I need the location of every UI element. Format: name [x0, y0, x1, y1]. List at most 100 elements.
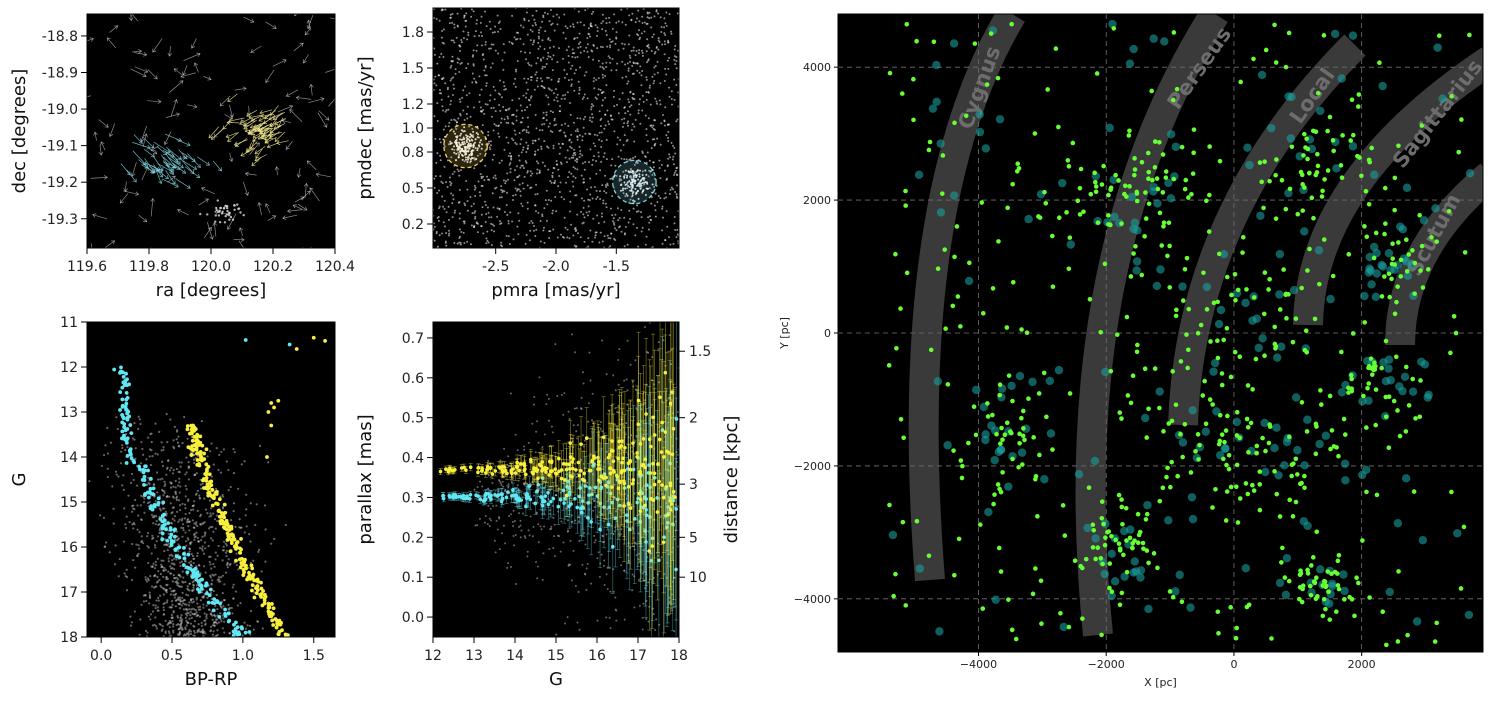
- star-point: [547, 103, 550, 106]
- star-point: [650, 147, 653, 150]
- star-point: [440, 180, 443, 183]
- star-point: [490, 115, 493, 118]
- pm-arrow-head: [226, 120, 231, 125]
- star-point: [613, 89, 616, 92]
- star-point: [591, 50, 594, 53]
- star-point: [216, 210, 220, 214]
- pm-arrow: [176, 139, 191, 146]
- star-point: [466, 38, 469, 41]
- star-point: [554, 196, 557, 199]
- star-point: [618, 216, 621, 219]
- star-point: [585, 46, 588, 49]
- star-point: [188, 550, 191, 553]
- star-point: [653, 15, 656, 18]
- star-point: [454, 142, 457, 145]
- star-point: [196, 602, 199, 605]
- star-point: [547, 125, 550, 128]
- y-tick-label: 0.2: [402, 217, 424, 233]
- pm-arrow-head: [100, 141, 105, 146]
- pm-arrow: [308, 20, 311, 31]
- pm-arrow: [257, 124, 269, 131]
- star-point: [645, 78, 648, 81]
- star-point: [170, 562, 173, 565]
- pm-arrow: [318, 110, 330, 121]
- star-point: [441, 29, 444, 32]
- star-point: [186, 611, 189, 615]
- yellow-cluster-star: [209, 479, 214, 484]
- star-point: [525, 96, 528, 99]
- star-point: [172, 590, 175, 593]
- cyan-cluster-star: [128, 452, 133, 457]
- star-point: [581, 563, 584, 566]
- star-point: [463, 241, 466, 244]
- pm-arrow: [258, 202, 262, 216]
- yellow-cluster-star: [273, 617, 278, 621]
- star-point: [130, 578, 134, 582]
- pm-arrow-head: [119, 199, 124, 204]
- star-point: [569, 539, 572, 542]
- star-point: [547, 51, 550, 54]
- star-point: [669, 188, 672, 191]
- star-point: [163, 484, 166, 488]
- star-point: [563, 76, 566, 79]
- star-point: [590, 106, 593, 109]
- star-point: [132, 478, 135, 482]
- star-point: [136, 528, 139, 531]
- star-point: [264, 644, 266, 646]
- star-point: [536, 420, 539, 423]
- star-point: [440, 232, 443, 235]
- star-point: [492, 129, 495, 132]
- pm-arrow-head: [183, 155, 188, 160]
- star-point: [228, 606, 232, 610]
- star-point: [187, 644, 189, 646]
- star-point: [636, 169, 639, 172]
- star-point: [473, 211, 476, 214]
- star-point: [207, 544, 210, 548]
- star-point: [204, 644, 206, 646]
- star-point: [134, 447, 137, 450]
- star-point: [610, 69, 613, 72]
- star-point: [466, 105, 469, 108]
- star-point: [145, 580, 149, 583]
- star-point: [225, 555, 228, 558]
- star-point: [175, 623, 178, 627]
- pm-arrow-head: [93, 131, 98, 136]
- star-point: [598, 575, 601, 578]
- pm-arrow-head: [151, 168, 156, 173]
- star-point: [597, 88, 600, 91]
- pm-arrow-head: [259, 110, 264, 115]
- star-point: [601, 62, 604, 65]
- star-point: [537, 523, 540, 526]
- star-point: [149, 433, 152, 436]
- star-point: [167, 560, 170, 563]
- star-point: [635, 160, 638, 163]
- star-point: [529, 103, 532, 106]
- star-point: [503, 148, 506, 151]
- star-point: [180, 519, 183, 522]
- star-point: [161, 460, 164, 463]
- star-point: [146, 637, 148, 639]
- star-point: [627, 43, 630, 46]
- star-point: [601, 46, 604, 49]
- star-point: [473, 77, 476, 80]
- star-point: [435, 161, 438, 164]
- star-point: [525, 151, 528, 154]
- star-point: [216, 640, 218, 642]
- star-point: [627, 641, 629, 643]
- star-point: [632, 172, 635, 175]
- star-point: [552, 547, 555, 550]
- star-point: [448, 121, 451, 124]
- star-point: [177, 445, 180, 448]
- star-point: [240, 463, 243, 466]
- star-point: [125, 589, 129, 592]
- star-point: [441, 78, 444, 81]
- star-point: [146, 631, 149, 634]
- star-point: [530, 220, 533, 223]
- star-point: [513, 544, 516, 547]
- star-point: [672, 643, 674, 645]
- cyan-cluster-star: [177, 555, 182, 560]
- star-point: [515, 70, 518, 73]
- star-point: [583, 531, 586, 534]
- star-point: [186, 640, 188, 642]
